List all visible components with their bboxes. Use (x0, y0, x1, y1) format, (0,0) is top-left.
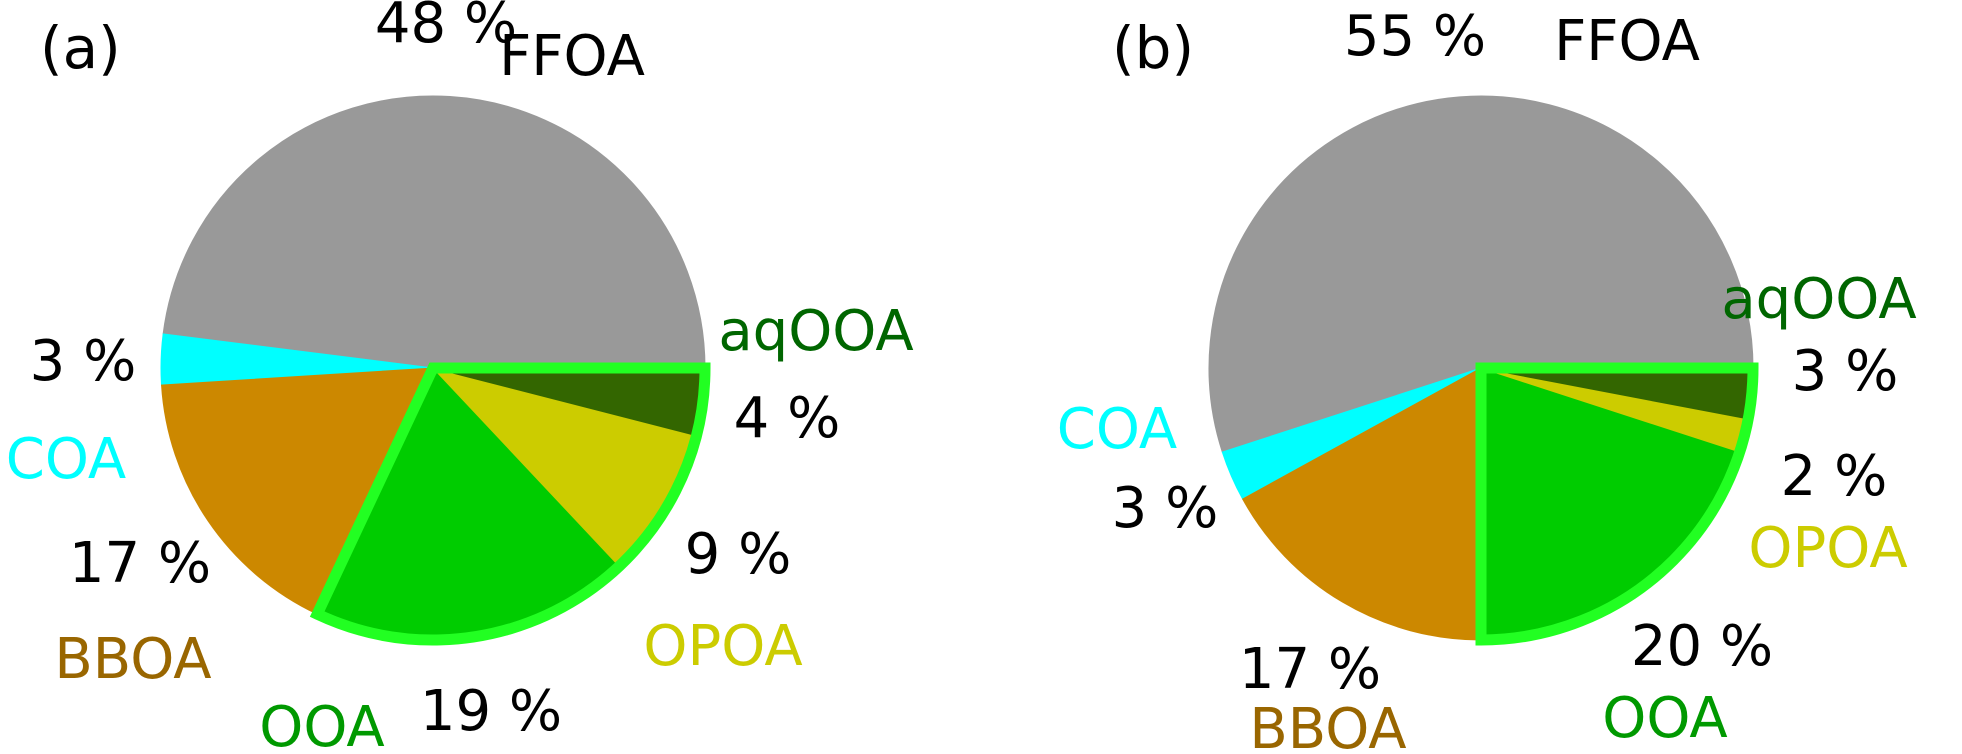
slice-value-label-aqooa: 4 % (734, 386, 841, 451)
slice-name-label-aqooa: aqOOA (718, 299, 913, 364)
slice-value-label-ooa: 19 % (420, 679, 562, 744)
slice-value-label-ffoa: 55 % (1344, 4, 1486, 69)
slice-name-label-ooa: OOA (1602, 686, 1727, 751)
panel-label: (a) (40, 14, 121, 82)
slice-value-label-ffoa: 48 % (375, 0, 517, 56)
slice-name-label-aqooa: aqOOA (1721, 267, 1916, 332)
slice-name-label-coa: COA (6, 427, 127, 492)
slice-name-label-opoa: OPOA (643, 614, 802, 679)
slice-value-label-coa: 3 % (1112, 476, 1219, 541)
slice-value-label-aqooa: 3 % (1792, 339, 1899, 404)
slice-value-label-bboa: 17 % (69, 531, 211, 596)
slice-name-label-opoa: OPOA (1748, 516, 1907, 581)
slice-value-label-coa: 3 % (30, 329, 137, 394)
slice-value-label-opoa: 2 % (1781, 444, 1888, 509)
highlight-outline (309, 362, 711, 646)
slice-name-label-ooa: OOA (259, 695, 384, 754)
slice-bboa (161, 367, 434, 615)
highlight-outline (1475, 362, 1759, 646)
slice-name-label-coa: COA (1057, 397, 1178, 462)
slice-ffoa (162, 95, 706, 369)
slice-name-label-bboa: BBOA (54, 627, 211, 692)
slice-name-label-ffoa: FFOA (499, 24, 645, 89)
slice-value-label-bboa: 17 % (1239, 637, 1381, 702)
slice-name-label-bboa: BBOA (1249, 697, 1406, 754)
slice-bboa (1241, 367, 1482, 641)
slice-value-label-ooa: 20 % (1631, 614, 1773, 679)
panel-label: (b) (1112, 14, 1194, 82)
slice-value-label-opoa: 9 % (685, 522, 792, 587)
slice-name-label-ffoa: FFOA (1554, 9, 1700, 74)
